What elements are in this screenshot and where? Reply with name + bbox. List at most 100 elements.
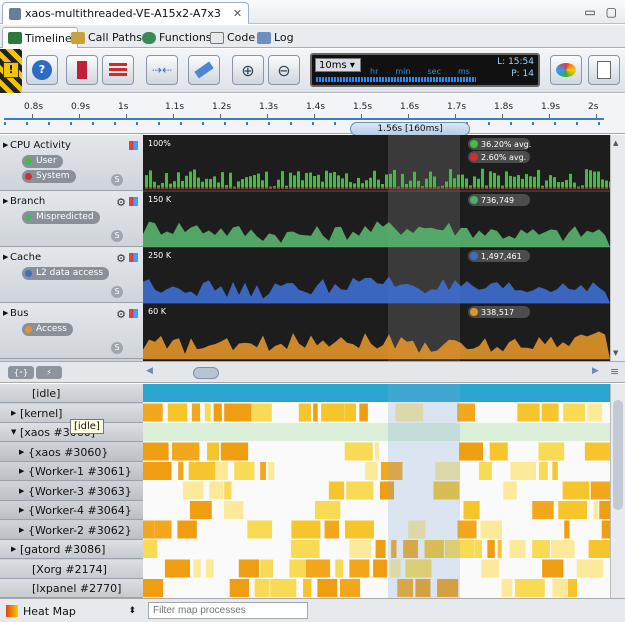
series-pill[interactable]: Access <box>22 323 73 336</box>
tab-functions[interactable]: Functions <box>137 27 217 48</box>
warning-icon[interactable]: ! <box>0 49 22 93</box>
help-button[interactable]: ? <box>26 55 58 85</box>
counter-row[interactable]: ▶ Cache ⚙ L2 data access S <box>0 247 143 303</box>
palette-button[interactable] <box>550 55 582 85</box>
color-icon[interactable] <box>129 141 138 150</box>
process-row[interactable]: [lxpanel #2770] <box>0 579 143 598</box>
counter-row[interactable]: ▶ Bus ⚙ Access S <box>0 303 143 359</box>
heat-cell <box>433 481 460 500</box>
series-pill[interactable]: L2 data access <box>22 267 110 280</box>
annotate-button[interactable] <box>188 55 220 85</box>
tab-code[interactable]: Code <box>205 27 260 48</box>
idle-toggle-icon[interactable]: {⁃} <box>8 366 34 379</box>
s-button[interactable]: S <box>111 286 123 298</box>
s-button[interactable]: S <box>111 174 123 186</box>
scroll-thumb[interactable] <box>193 367 219 379</box>
cpu-bar <box>189 171 192 189</box>
split-toggle-icon[interactable]: ⚡ <box>36 366 62 379</box>
document-icon <box>9 7 21 20</box>
expand-icon[interactable]: ▶ <box>19 506 25 514</box>
ruler-tick-label: 1.2s <box>212 102 232 112</box>
zoom-select[interactable]: 10ms ▾ <box>315 58 361 72</box>
gear-icon[interactable]: ⚙ <box>116 252 126 265</box>
expand-icon[interactable]: ▶ <box>3 197 9 205</box>
cpu-system-bar <box>293 187 296 189</box>
s-button[interactable]: S <box>111 342 123 354</box>
mode-select[interactable]: Heat Map ⬍ <box>2 602 142 620</box>
scroll-right-icon[interactable]: ▶ <box>592 366 599 376</box>
process-scroll-thumb[interactable] <box>613 400 623 510</box>
process-row[interactable]: [Xorg #2174] <box>0 559 143 579</box>
process-scrollbar[interactable] <box>610 384 625 598</box>
navigate-button[interactable]: ⇢⇠ <box>146 55 178 85</box>
counter-charts[interactable]: 100% 36.20% avg. 2.60% avg. 150 K 736,749 250… <box>143 135 612 361</box>
gear-icon[interactable]: ⚙ <box>116 308 126 321</box>
counter-row[interactable]: ▶ Branch ⚙ Mispredicted S <box>0 191 143 247</box>
expand-icon[interactable]: ▶ <box>11 545 17 553</box>
process-row[interactable]: ▶ {xaos #3060} <box>0 442 143 462</box>
expand-icon[interactable]: ▶ <box>19 467 25 475</box>
scroll-up-icon[interactable]: ▲ <box>613 139 619 147</box>
color-icon[interactable] <box>129 309 138 318</box>
series-pill[interactable]: Mispredicted <box>22 211 100 224</box>
minimize-icon[interactable]: ▭ <box>584 5 596 19</box>
heat-map[interactable] <box>143 384 624 598</box>
expand-icon[interactable]: ▶ <box>3 141 9 149</box>
color-icon[interactable] <box>129 253 138 262</box>
zoom-out-button[interactable]: ⊖ <box>268 55 300 85</box>
tab-log[interactable]: Log <box>252 27 299 48</box>
close-icon[interactable]: ✕ <box>232 7 243 20</box>
scroll-down-icon[interactable]: ▼ <box>613 349 619 357</box>
color-icon[interactable] <box>129 197 138 206</box>
editor-tab[interactable]: xaos-multithreaded-VE-A15x2-A7x3 ✕ <box>2 2 250 24</box>
scroll-left-icon[interactable]: ◀ <box>146 366 153 376</box>
bookmark-button[interactable] <box>66 55 98 85</box>
cpu-bar <box>601 179 604 189</box>
call-chain-button[interactable] <box>102 55 134 85</box>
expand-icon[interactable]: ▼ <box>11 428 17 436</box>
zoom-in-button[interactable]: ⊕ <box>232 55 264 85</box>
cpu-system-bar <box>297 187 300 189</box>
expand-icon[interactable]: ▶ <box>3 253 9 261</box>
process-row[interactable]: ▶ {Worker-4 #3064} <box>0 501 143 520</box>
counter-row[interactable]: ▶ CPU Activity User System S <box>0 135 143 191</box>
time-display: 10ms ▾ hr min sec ms L: 15:54 P: 14 <box>310 53 540 87</box>
selection-range[interactable]: 1.56s [160ms] <box>350 122 470 136</box>
call-paths-icon <box>71 31 85 44</box>
process-row[interactable]: ▶ [gatord #3086] <box>0 540 143 559</box>
bottom-bar: Heat Map ⬍ <box>0 598 625 622</box>
process-row[interactable]: [idle] <box>0 384 143 403</box>
heat-cell <box>143 579 164 597</box>
process-label: {Worker-4 #3064} <box>28 504 132 517</box>
timeline-scrollbar[interactable]: {⁃} ⚡ ◀ ▶ ≡ <box>0 361 625 383</box>
process-row[interactable]: ▶ {Worker-3 #3063} <box>0 481 143 501</box>
cpu-bar <box>417 180 420 189</box>
scale-ms: ms <box>458 67 470 76</box>
tab-timeline[interactable]: Timeline <box>2 27 78 48</box>
expand-icon[interactable]: ▶ <box>19 486 25 495</box>
cpu-system-bar <box>413 187 416 189</box>
mode-label: Heat Map <box>23 604 76 618</box>
cpu-bar <box>561 181 564 189</box>
export-button[interactable] <box>588 55 620 85</box>
time-ruler[interactable]: 0.8s 0.9s 1s 1.1s 1.2s 1.3s 1.4s 1.5s 1.6s 1.7s 1.… <box>0 94 625 134</box>
series-pill[interactable]: User <box>22 155 63 168</box>
expand-icon[interactable]: ▶ <box>11 408 17 417</box>
expand-icon[interactable]: ▶ <box>3 309 9 317</box>
ruler-tick <box>549 114 550 120</box>
cpu-system-bar <box>353 187 356 189</box>
counters-scrollbar[interactable]: ▲ ▼ <box>610 135 625 361</box>
process-row[interactable]: ▶ {Worker-1 #3061} <box>0 462 143 481</box>
menu-icon[interactable]: ≡ <box>610 365 620 378</box>
gear-icon[interactable]: ⚙ <box>116 196 126 209</box>
process-row[interactable]: ▶ {Worker-2 #3062} <box>0 520 143 540</box>
maximize-icon[interactable]: ▢ <box>605 5 617 19</box>
filter-input[interactable] <box>148 602 308 619</box>
expand-icon[interactable]: ▶ <box>19 447 25 456</box>
s-button[interactable]: S <box>111 230 123 242</box>
heat-cell <box>204 403 211 422</box>
cpu-system-bar <box>485 187 488 189</box>
tab-call-paths[interactable]: Call Paths <box>66 27 147 48</box>
series-pill[interactable]: System <box>22 170 76 183</box>
expand-icon[interactable]: ▶ <box>19 525 25 534</box>
